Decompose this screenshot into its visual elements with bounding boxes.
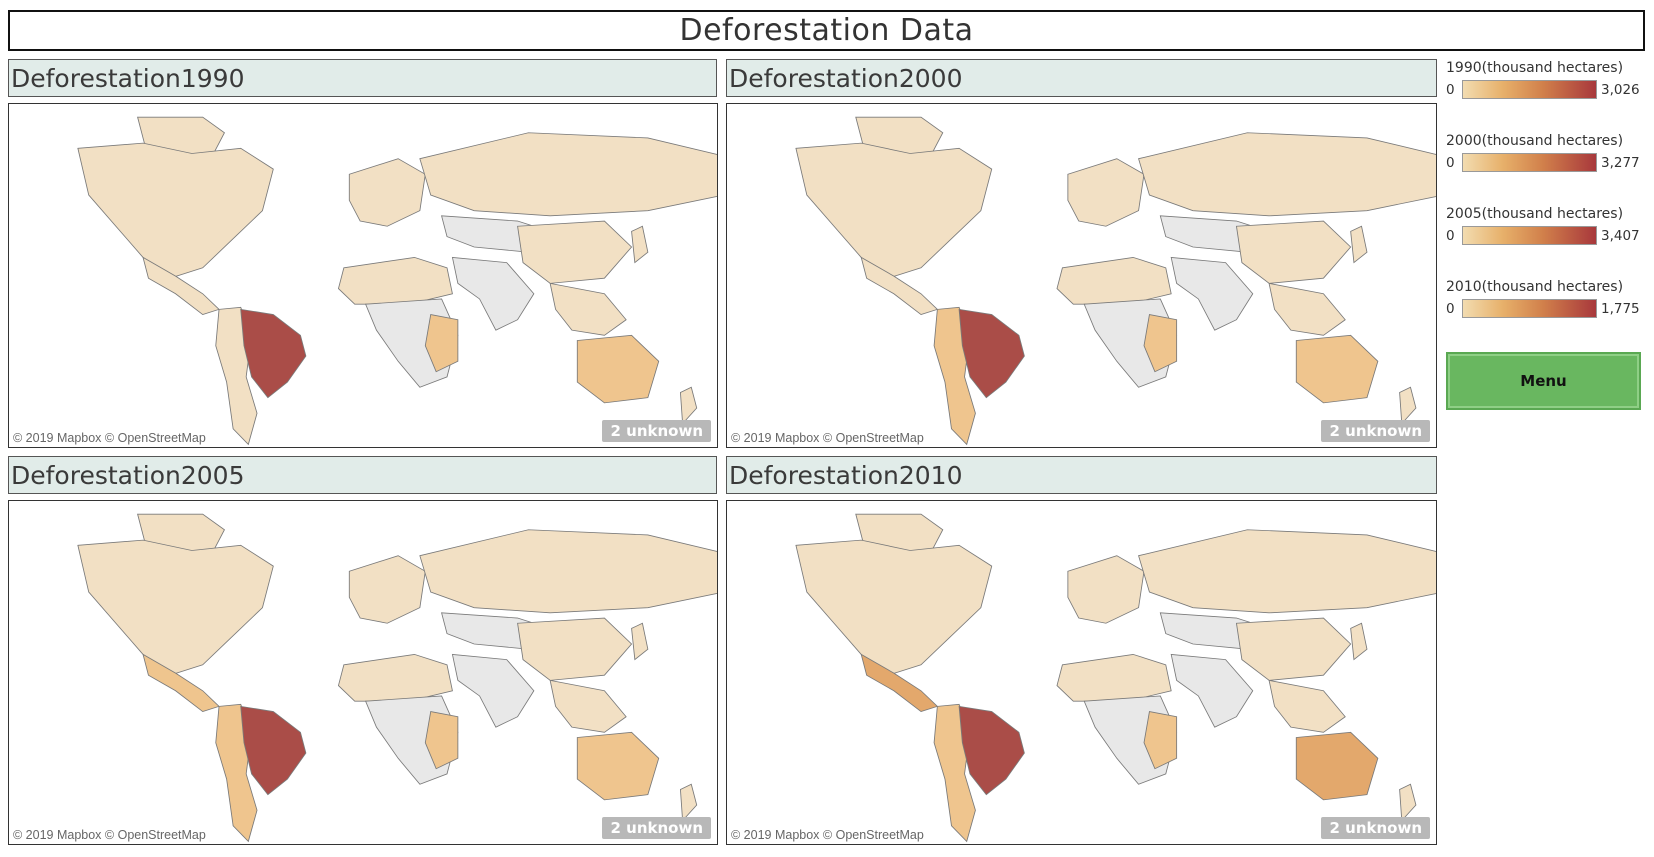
legend-2010: 2010(thousand hectares) 0 1,775 [1446, 279, 1646, 318]
map-attribution[interactable]: © 2019 Mapbox © OpenStreetMap [731, 828, 924, 842]
legend-min: 0 [1446, 81, 1455, 98]
country-north-america[interactable] [77, 142, 274, 279]
world-map-2005[interactable] [9, 501, 717, 844]
country-southeast-asia[interactable] [549, 679, 627, 733]
country-china[interactable] [1235, 220, 1352, 284]
legend-title: 2005(thousand hectares) [1446, 206, 1624, 222]
world-map-2010[interactable] [727, 501, 1436, 844]
country-new-zealand[interactable] [679, 386, 698, 425]
menu-button[interactable]: Menu [1446, 352, 1641, 410]
country-russia[interactable] [419, 529, 717, 614]
country-middle-east-india[interactable] [451, 256, 535, 331]
country-japan[interactable] [631, 622, 649, 661]
country-mexico-central-america[interactable] [142, 653, 220, 713]
panel-header-1990: Deforestation1990 [8, 59, 717, 97]
country-brazil[interactable] [958, 705, 1025, 796]
country-new-zealand[interactable] [1399, 783, 1417, 822]
panel-header-2010: Deforestation2010 [726, 456, 1437, 494]
country-russia[interactable] [419, 132, 717, 217]
country-north-africa[interactable] [1056, 256, 1172, 305]
country-australia[interactable] [576, 731, 660, 801]
color-ramp [1462, 226, 1597, 245]
country-russia[interactable] [1138, 529, 1436, 614]
country-east-africa[interactable] [424, 314, 459, 373]
country-north-africa[interactable] [337, 256, 453, 305]
country-china[interactable] [517, 617, 633, 681]
country-brazil[interactable] [240, 705, 307, 796]
map-attribution[interactable]: © 2019 Mapbox © OpenStreetMap [731, 431, 924, 445]
country-new-zealand[interactable] [679, 783, 698, 822]
country-east-africa[interactable] [1143, 314, 1178, 373]
legend-max: 1,775 [1601, 300, 1640, 317]
color-ramp [1462, 80, 1597, 99]
country-north-africa[interactable] [1056, 653, 1172, 702]
legend-max: 3,407 [1601, 227, 1640, 244]
country-europe[interactable] [1067, 555, 1145, 624]
map-attribution[interactable]: © 2019 Mapbox © OpenStreetMap [13, 431, 206, 445]
unknown-values-indicator[interactable]: 2 unknown [602, 420, 711, 442]
country-china[interactable] [517, 220, 633, 284]
country-europe[interactable] [1067, 158, 1145, 227]
map-2010[interactable]: © 2019 Mapbox © OpenStreetMap 2 unknown [726, 500, 1437, 845]
country-new-zealand[interactable] [1399, 386, 1417, 425]
country-brazil[interactable] [240, 308, 307, 399]
color-ramp [1462, 299, 1597, 318]
map-1990[interactable]: © 2019 Mapbox © OpenStreetMap 2 unknown [8, 103, 718, 448]
legend-min: 0 [1446, 300, 1455, 317]
country-middle-east-india[interactable] [1170, 256, 1254, 331]
world-map-1990[interactable] [9, 104, 717, 447]
legend-title: 2000(thousand hectares) [1446, 133, 1624, 149]
country-southeast-asia[interactable] [1268, 282, 1346, 336]
map-2000[interactable]: © 2019 Mapbox © OpenStreetMap 2 unknown [726, 103, 1437, 448]
country-north-america[interactable] [795, 142, 993, 279]
country-australia[interactable] [576, 334, 660, 404]
world-map-2000[interactable] [727, 104, 1436, 447]
panel-header-2000: Deforestation2000 [726, 59, 1437, 97]
country-middle-east-india[interactable] [1170, 653, 1254, 728]
legend-1990: 1990(thousand hectares) 0 3,026 [1446, 60, 1646, 99]
country-southeast-asia[interactable] [549, 282, 627, 336]
unknown-values-indicator[interactable]: 2 unknown [1321, 817, 1430, 839]
legend-2005: 2005(thousand hectares) 0 3,407 [1446, 206, 1646, 245]
country-japan[interactable] [1350, 225, 1368, 264]
legend-max: 3,026 [1601, 81, 1640, 98]
country-europe[interactable] [348, 555, 426, 624]
country-mexico-central-america[interactable] [860, 256, 939, 316]
country-russia[interactable] [1138, 132, 1436, 217]
country-australia[interactable] [1295, 334, 1379, 404]
dashboard-title: Deforestation Data [8, 10, 1645, 51]
country-north-america[interactable] [77, 539, 274, 676]
country-mexico-central-america[interactable] [142, 256, 220, 316]
country-north-africa[interactable] [337, 653, 453, 702]
legend-2000: 2000(thousand hectares) 0 3,277 [1446, 133, 1646, 172]
country-japan[interactable] [631, 225, 649, 264]
legend-max: 3,277 [1601, 154, 1640, 171]
color-ramp [1462, 153, 1597, 172]
country-australia[interactable] [1295, 731, 1379, 801]
country-north-america[interactable] [795, 539, 993, 676]
country-mexico-central-america[interactable] [860, 653, 939, 713]
country-china[interactable] [1235, 617, 1352, 681]
unknown-values-indicator[interactable]: 2 unknown [1321, 420, 1430, 442]
country-japan[interactable] [1350, 622, 1368, 661]
country-brazil[interactable] [958, 308, 1025, 399]
map-attribution[interactable]: © 2019 Mapbox © OpenStreetMap [13, 828, 206, 842]
country-east-africa[interactable] [424, 711, 459, 770]
panel-header-2005: Deforestation2005 [8, 456, 717, 494]
legend-min: 0 [1446, 227, 1455, 244]
legend-min: 0 [1446, 154, 1455, 171]
country-east-africa[interactable] [1143, 711, 1178, 770]
unknown-values-indicator[interactable]: 2 unknown [602, 817, 711, 839]
map-2005[interactable]: © 2019 Mapbox © OpenStreetMap 2 unknown [8, 500, 718, 845]
country-europe[interactable] [348, 158, 426, 227]
legend-title: 2010(thousand hectares) [1446, 279, 1624, 295]
country-southeast-asia[interactable] [1268, 679, 1346, 733]
legend-title: 1990(thousand hectares) [1446, 60, 1624, 76]
country-middle-east-india[interactable] [451, 653, 535, 728]
